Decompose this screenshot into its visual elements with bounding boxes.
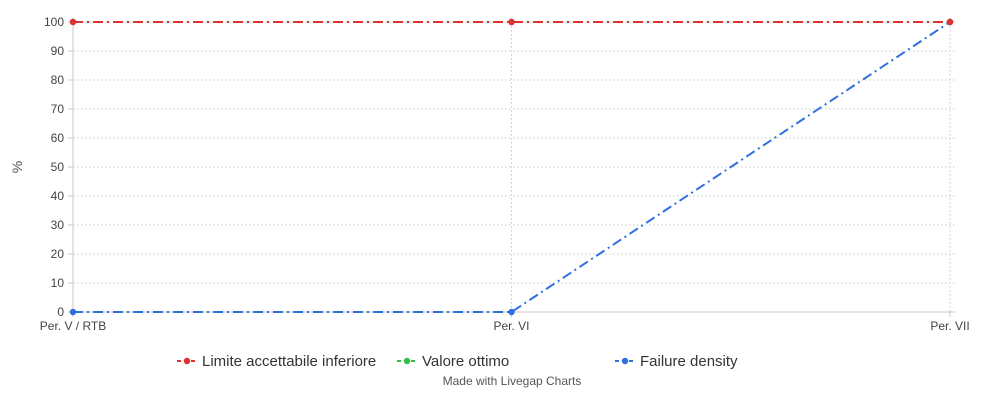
series-line-failure-density — [73, 21, 951, 313]
legend-marker-valore-ottimo — [403, 357, 411, 365]
legend-label-failure-density: Failure density — [640, 353, 738, 370]
y-tick-label: 10 — [51, 276, 65, 290]
y-tick-label: 40 — [51, 189, 65, 203]
y-tick-label: 20 — [51, 247, 65, 261]
y-tick-label: 50 — [51, 160, 65, 174]
y-tick-label: 60 — [51, 131, 65, 145]
data-point-failure-density — [69, 308, 77, 316]
credit-text: Made with Livegap Charts — [443, 374, 582, 388]
grid — [73, 18, 955, 312]
y-axis-title: % — [9, 161, 25, 173]
y-tick-label: 30 — [51, 218, 65, 232]
legend-marker-limite-accettabile-inferiore — [183, 357, 191, 365]
data-point-limite-accettabile-inferiore — [69, 18, 77, 26]
x-tick-label: Per. VII — [930, 319, 969, 333]
data-point-limite-accettabile-inferiore — [946, 18, 954, 26]
legend-label-valore-ottimo: Valore ottimo — [422, 353, 509, 370]
y-tick-label: 100 — [44, 15, 64, 29]
axes: 0 10 20 30 40 50 60 70 80 90 100 Per. V / RTB Per. V… — [40, 15, 970, 333]
data-point-failure-density — [508, 308, 515, 316]
legend-marker-failure-density — [621, 357, 629, 365]
y-tick-label: 80 — [51, 73, 65, 87]
legend-label-limite-accettabile-inferiore: Limite accettabile inferiore — [202, 353, 376, 370]
series — [69, 18, 954, 316]
y-tick-label: 70 — [51, 102, 65, 116]
y-tick-label: 0 — [57, 305, 64, 319]
y-tick-label: 90 — [51, 44, 65, 58]
data-point-limite-accettabile-inferiore — [508, 18, 515, 26]
x-tick-label: Per. VI — [493, 319, 529, 333]
x-tick-label: Per. V / RTB — [40, 319, 106, 333]
legend: Limite accettabile inferiore Valore ottim… — [177, 353, 738, 370]
